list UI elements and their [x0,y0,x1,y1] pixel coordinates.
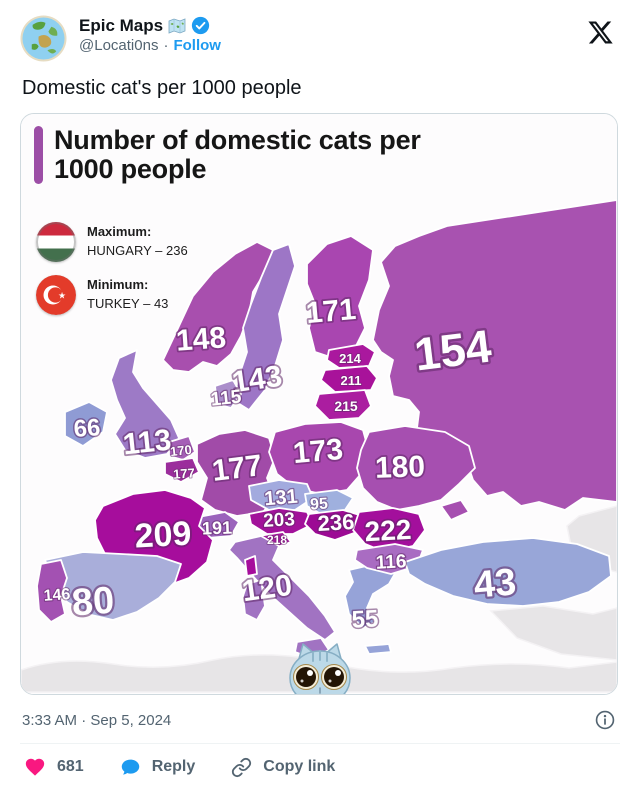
link-icon [232,757,252,777]
country-poland [268,421,370,495]
x-logo-icon[interactable] [587,19,614,46]
map-label-latvia: 211 [341,373,362,388]
country-greece-crete [364,643,392,655]
divider [20,743,620,744]
legend-min-value: TURKEY – 43 [87,296,169,311]
country-latvia [320,365,378,393]
map-label-germany: 177 [210,449,264,488]
reply-label: Reply [151,758,196,775]
map-label-norway: 148 [175,321,227,357]
map-label-russia: 154 [411,319,494,380]
country-crimea [440,499,470,521]
reply-button[interactable]: Reply [120,757,196,778]
svg-text:★: ★ [58,291,66,301]
map-label-slovenia: 218 [267,533,287,547]
map-label-estonia: 214 [339,351,361,366]
handle-separator: · [163,37,169,55]
map-label-belgium: 177 [173,465,196,481]
country-norway [162,241,274,373]
map-label-sweden: 143 [230,360,284,400]
copy-link-button[interactable]: Copy link [231,757,335,778]
tweet-meta-row: 3:33 AM · Sep 5, 2024 [20,695,620,731]
land-middle-east [489,605,617,661]
map-label-finland: 171 [305,293,358,330]
map-label-czechia: 131 [263,486,298,511]
map-label-denmark: 115 [210,386,243,410]
country-denmark [214,379,242,409]
map-legend: Maximum: HUNGARY – 236 ★ Minimum: TURKEY… [36,222,188,328]
country-france-corsica [244,555,258,577]
map-label-romania: 222 [364,514,412,547]
map-label-poland: 173 [292,433,345,470]
map-title-line2: 1000 people [54,154,207,185]
country-hungary [304,509,364,541]
country-spain [44,551,182,621]
country-estonia [326,343,376,369]
map-label-italy: 120 [240,569,294,609]
country-united-kingdom [110,349,180,459]
legend-maximum-row: Maximum: HUNGARY – 236 [36,222,188,262]
verified-badge-icon [191,16,210,35]
legend-max-label: Maximum: [87,224,152,240]
map-label-united-kingdom: 113 [121,424,173,462]
map-label-slovakia: 95 [310,496,329,514]
author-meta: Epic Maps @Locati0ns · Follow [79,15,587,54]
country-ukraine [356,425,476,511]
map-label-bulgaria: 116 [375,551,407,574]
map-label-austria: 203 [263,509,296,532]
reply-bubble-icon [121,759,139,775]
like-count: 681 [57,758,84,775]
hungary-flag-icon [36,222,76,262]
map-title-line1: Number of domestic cats per [54,125,421,155]
country-belgium [164,457,200,483]
like-button[interactable]: 681 [24,756,84,778]
map-label-greece: 55 [351,605,379,633]
map-label-turkey: 43 [472,561,518,607]
europe-choropleth-map: 171 148 143 154 214 211 215 115 66 113 1… [21,114,617,694]
engagement-bar: 681 Reply Copy link [20,744,620,778]
map-label-netherlands: 170 [169,442,192,459]
map-label-ukraine: 180 [374,450,425,485]
timestamp[interactable]: 3:33 AM · Sep 5, 2024 [22,711,172,729]
country-netherlands [168,435,196,461]
country-sweden [232,243,296,411]
country-czechia [248,479,314,511]
country-romania [352,507,426,553]
info-icon[interactable] [594,709,616,731]
legend-min-label: Minimum: [87,277,149,293]
map-label-switzerland: 191 [202,517,233,538]
map-label-spain: 80 [70,580,115,625]
turkey-flag-icon: ★ [36,275,76,315]
map-label-portugal: 146 [43,586,71,605]
heart-icon [25,758,45,776]
map-image[interactable]: 171 148 143 154 214 211 215 115 66 113 1… [20,113,618,695]
country-lithuania [314,389,372,421]
country-portugal [36,559,68,623]
country-austria [248,507,314,535]
country-turkey [404,537,612,607]
map-label-france: 209 [134,515,193,556]
legend-minimum-row: ★ Minimum: TURKEY – 43 [36,275,188,315]
title-accent-bar [34,126,43,185]
display-name[interactable]: Epic Maps [79,16,164,35]
avatar[interactable] [20,15,67,62]
legend-max-value: HUNGARY – 236 [87,243,188,258]
map-label-hungary: 236 [317,509,355,536]
country-italy-sardinia [242,579,266,621]
flat-earth-avatar-image [20,15,67,62]
cat-peek-illustration [289,643,351,694]
follow-button[interactable]: Follow [173,37,221,55]
copy-link-label: Copy link [263,758,336,775]
tweet-text: Domestic cat's per 1000 people [22,77,302,99]
country-ireland [64,401,108,447]
world-map-emoji-icon [168,18,186,34]
map-value-labels: 171 148 143 154 214 211 215 115 66 113 1… [42,291,520,635]
map-label-lithuania: 215 [334,398,358,414]
handle[interactable]: @Locati0ns [79,37,159,55]
country-finland [306,235,374,359]
map-label-ireland: 66 [73,414,102,443]
tweet-header: Epic Maps @Locati0ns · Follow [20,15,620,62]
map-title-block: Number of domestic cats per 1000 people [34,125,421,185]
